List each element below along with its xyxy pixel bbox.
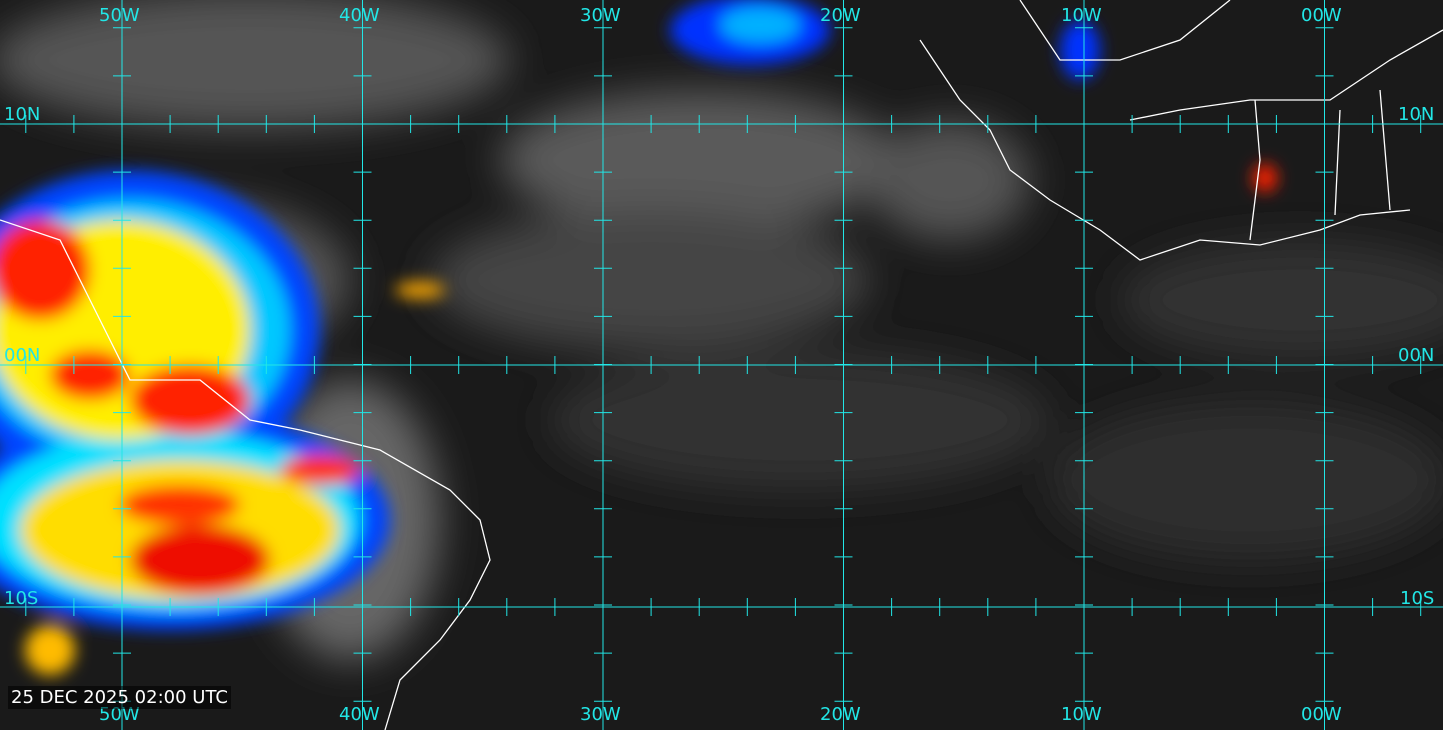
lon-label: 20W xyxy=(820,5,861,26)
lon-label: 00W xyxy=(1301,704,1342,725)
lon-label: 40W xyxy=(339,5,380,26)
convective-clouds xyxy=(0,0,1277,675)
lon-label: 00W xyxy=(1301,5,1342,26)
lat-label: 00N xyxy=(4,345,41,366)
lon-label: 30W xyxy=(580,704,621,725)
lon-label: 10W xyxy=(1061,704,1102,725)
lon-label: 50W xyxy=(99,704,140,725)
lat-label: 10S xyxy=(1400,588,1435,609)
lon-label: 30W xyxy=(580,5,621,26)
lat-label: 10N xyxy=(4,104,41,125)
lat-label: 00N xyxy=(1398,345,1435,366)
lat-label: 10S xyxy=(4,588,39,609)
lon-label: 10W xyxy=(1061,5,1102,26)
timestamp-label: 25 DEC 2025 02:00 UTC xyxy=(8,686,231,709)
lon-label: 20W xyxy=(820,704,861,725)
lon-label: 40W xyxy=(339,704,380,725)
lat-label: 10N xyxy=(1398,104,1435,125)
lon-label: 50W xyxy=(99,5,140,26)
